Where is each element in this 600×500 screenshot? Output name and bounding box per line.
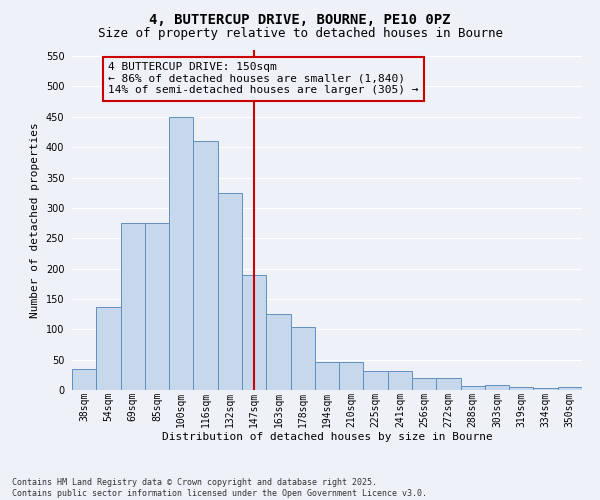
Bar [339,362,364,390]
Bar [72,369,96,390]
Text: Size of property relative to detached houses in Bourne: Size of property relative to detached ho… [97,28,503,40]
X-axis label: Distribution of detached houses by size in Bourne: Distribution of detached houses by size … [161,432,493,442]
Bar [121,223,145,390]
Bar [461,386,485,390]
Bar [388,370,412,390]
Y-axis label: Number of detached properties: Number of detached properties [30,122,40,318]
Bar [485,384,509,390]
Bar [315,362,339,390]
Bar [509,387,533,390]
Bar [412,378,436,390]
Bar [169,117,193,390]
Bar [290,328,315,390]
Bar [193,141,218,390]
Bar [266,314,290,390]
Bar [364,370,388,390]
Bar [145,223,169,390]
Bar [558,387,582,390]
Bar [436,378,461,390]
Text: 4 BUTTERCUP DRIVE: 150sqm
← 86% of detached houses are smaller (1,840)
14% of se: 4 BUTTERCUP DRIVE: 150sqm ← 86% of detac… [109,62,419,96]
Bar [242,274,266,390]
Text: Contains HM Land Registry data © Crown copyright and database right 2025.
Contai: Contains HM Land Registry data © Crown c… [12,478,427,498]
Bar [218,192,242,390]
Text: 4, BUTTERCUP DRIVE, BOURNE, PE10 0PZ: 4, BUTTERCUP DRIVE, BOURNE, PE10 0PZ [149,12,451,26]
Bar [96,307,121,390]
Bar [533,388,558,390]
